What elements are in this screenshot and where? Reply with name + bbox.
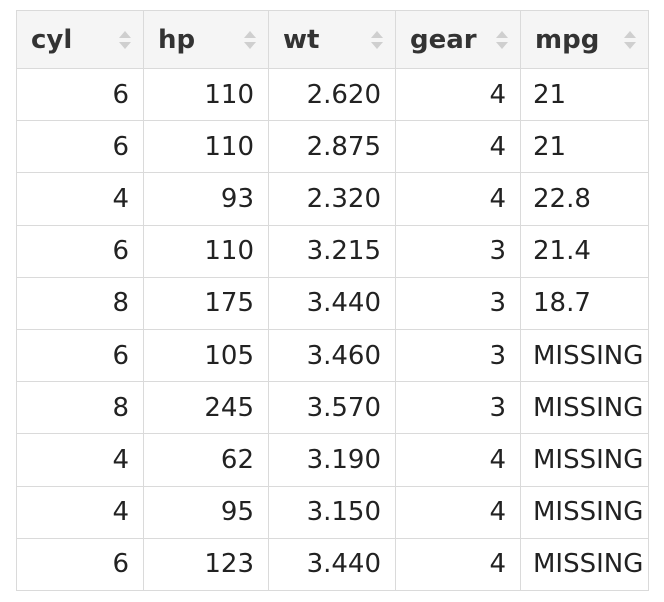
table-cell-mpg: MISSING [520,485,649,539]
table-cell-mpg: 21.4 [520,224,649,278]
table-cell-mpg: MISSING [520,433,649,487]
table-row: 6 110 2.620 4 21 [16,67,649,122]
column-header-gear[interactable]: gear [395,10,521,69]
table-cell-gear: 4 [395,433,521,487]
table-cell-mpg: 21 [520,67,649,122]
table-cell-wt: 3.460 [268,328,396,383]
column-header-wt[interactable]: wt [268,10,396,69]
sort-icon[interactable] [244,30,256,49]
table-cell-hp: 93 [143,172,269,226]
table-cell-mpg: 18.7 [520,276,649,330]
table-row: 4 93 2.320 4 22.8 [16,172,649,226]
table-row: 6 110 2.875 4 21 [16,120,649,174]
table-cell-cyl: 4 [16,172,144,226]
table-cell-cyl: 4 [16,433,144,487]
sort-icon[interactable] [624,30,636,49]
table-cell-mpg: 22.8 [520,172,649,226]
table-row: 6 110 3.215 3 21.4 [16,224,649,278]
table-cell-cyl: 6 [16,120,144,174]
table-row: 8 245 3.570 3 MISSING [16,381,649,435]
table-cell-gear: 3 [395,224,521,278]
table-row: 6 105 3.460 3 MISSING [16,328,649,383]
table-cell-cyl: 4 [16,485,144,539]
table-cell-wt: 3.215 [268,224,396,278]
table-cell-mpg: MISSING [520,381,649,435]
table-cell-hp: 110 [143,120,269,174]
table-cell-hp: 110 [143,224,269,278]
column-header-label: mpg [535,24,600,55]
table-row: 6 123 3.440 4 MISSING [16,537,649,591]
table-cell-wt: 2.875 [268,120,396,174]
column-header-hp[interactable]: hp [143,10,269,69]
table-cell-gear: 3 [395,381,521,435]
table-cell-mpg: MISSING [520,537,649,591]
table-cell-mpg: 21 [520,120,649,174]
table-cell-gear: 4 [395,172,521,226]
table-cell-gear: 4 [395,67,521,122]
table-cell-hp: 110 [143,67,269,122]
column-header-cyl[interactable]: cyl [16,10,144,69]
table-cell-wt: 3.150 [268,485,396,539]
data-table-container: cyl hp wt gear mpg [16,10,649,591]
column-header-mpg[interactable]: mpg [520,10,649,69]
table-cell-wt: 3.570 [268,381,396,435]
table-cell-hp: 62 [143,433,269,487]
table-cell-wt: 3.440 [268,276,396,330]
table-cell-wt: 3.440 [268,537,396,591]
table-cell-hp: 175 [143,276,269,330]
table-cell-cyl: 8 [16,276,144,330]
table-cell-gear: 3 [395,276,521,330]
table-cell-hp: 123 [143,537,269,591]
table-cell-cyl: 6 [16,67,144,122]
table-cell-hp: 245 [143,381,269,435]
sort-icon[interactable] [371,30,383,49]
table-cell-gear: 3 [395,328,521,383]
table-cell-hp: 105 [143,328,269,383]
sort-icon[interactable] [119,30,131,49]
table-cell-gear: 4 [395,120,521,174]
table-cell-cyl: 6 [16,537,144,591]
column-header-label: cyl [31,24,73,55]
table-cell-hp: 95 [143,485,269,539]
table-row: 8 175 3.440 3 18.7 [16,276,649,330]
table-cell-gear: 4 [395,537,521,591]
table-cell-wt: 3.190 [268,433,396,487]
table-cell-mpg: MISSING [520,328,649,383]
table-cell-cyl: 6 [16,328,144,383]
column-header-label: gear [410,24,477,55]
sort-icon[interactable] [496,30,508,49]
data-table: cyl hp wt gear mpg [16,10,649,591]
column-header-label: wt [283,24,320,55]
table-row: 4 62 3.190 4 MISSING [16,433,649,487]
table-cell-wt: 2.320 [268,172,396,226]
header-row: cyl hp wt gear mpg [16,10,649,69]
table-row: 4 95 3.150 4 MISSING [16,485,649,539]
table-cell-wt: 2.620 [268,67,396,122]
table-cell-cyl: 8 [16,381,144,435]
table-cell-gear: 4 [395,485,521,539]
column-header-label: hp [158,24,196,55]
table-cell-cyl: 6 [16,224,144,278]
